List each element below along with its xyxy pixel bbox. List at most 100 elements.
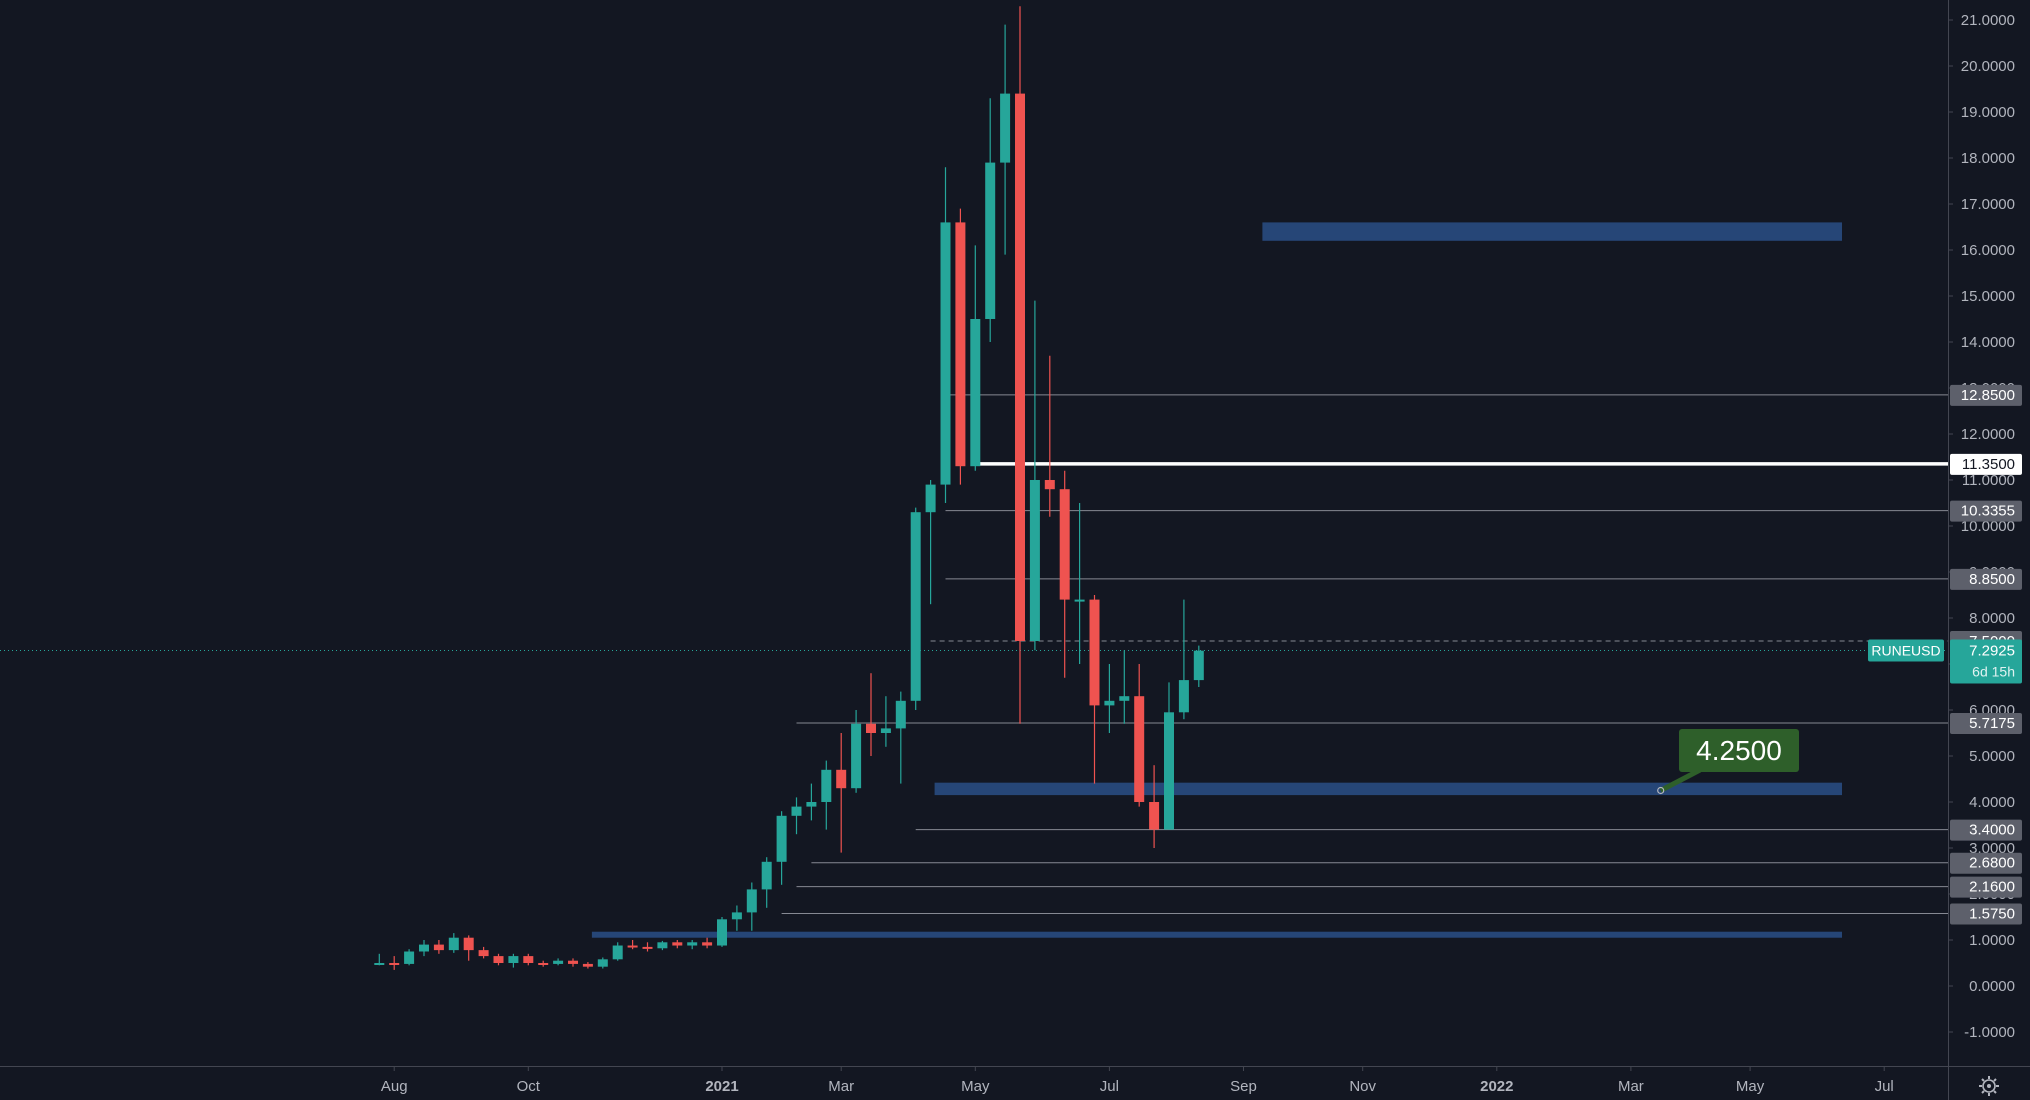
settings-layer[interactable] [1979, 1076, 1999, 1096]
candle[interactable] [538, 960, 549, 967]
candle[interactable] [1074, 503, 1085, 664]
candle[interactable] [880, 696, 891, 747]
zone-box[interactable] [1262, 222, 1842, 241]
candle-body [776, 815, 787, 862]
y-tick-label: 21.0000 [1961, 12, 2015, 29]
candle[interactable] [821, 760, 832, 830]
level-price-label: 12.8500 [1950, 384, 2022, 406]
candle[interactable] [627, 940, 638, 950]
level-price-label: 5.7175 [1950, 712, 2022, 734]
candle[interactable] [523, 953, 534, 966]
candle-body [1044, 480, 1055, 490]
candle[interactable] [970, 245, 981, 471]
candle-body [731, 912, 742, 920]
candle[interactable] [419, 940, 429, 957]
gear-icon[interactable] [1979, 1076, 1999, 1096]
current-price-value: 7.2925 [1969, 643, 2015, 660]
candle[interactable] [731, 905, 742, 931]
candle-body [642, 946, 653, 949]
levels-layer [0, 394, 1948, 915]
candle[interactable] [493, 953, 504, 966]
candle[interactable] [553, 958, 564, 966]
candle-body [1164, 712, 1174, 830]
candle-body [1089, 599, 1100, 706]
level-price-label: 2.1600 [1950, 876, 2022, 898]
candle[interactable] [1193, 645, 1204, 687]
candle-body [568, 960, 578, 964]
candle[interactable] [1119, 650, 1130, 724]
candle[interactable] [702, 937, 713, 949]
candle[interactable] [478, 946, 489, 959]
candle-body [538, 963, 549, 965]
candle[interactable] [433, 940, 444, 954]
candle[interactable] [1000, 24, 1011, 255]
y-tick-label: 10.0000 [1961, 518, 2015, 535]
level-label-bg [1950, 384, 2022, 406]
candle-body [761, 861, 772, 890]
candle[interactable] [910, 507, 921, 710]
candle[interactable] [1089, 595, 1100, 784]
candle[interactable] [597, 957, 608, 969]
candle[interactable] [389, 956, 400, 970]
level-label-bg [1950, 568, 2022, 590]
candle[interactable] [463, 935, 474, 961]
candle[interactable] [955, 208, 966, 485]
candle[interactable] [642, 942, 653, 952]
candles-layer[interactable] [374, 6, 1204, 970]
candle[interactable] [612, 942, 623, 961]
level-label-text: 3.4000 [1969, 822, 2015, 839]
level-price-label: 2.6800 [1950, 852, 2022, 874]
candle[interactable] [1149, 765, 1160, 848]
candle[interactable] [940, 167, 951, 503]
candle[interactable] [1134, 664, 1145, 807]
candle-body [672, 942, 683, 946]
candle[interactable] [1178, 599, 1189, 720]
candle[interactable] [761, 857, 772, 908]
x-tick-label: Nov [1349, 1078, 1376, 1095]
candle-body [1119, 696, 1130, 701]
candle-body [463, 937, 474, 951]
candle[interactable] [404, 949, 415, 966]
zone-box[interactable] [591, 931, 1842, 938]
candle[interactable] [657, 940, 668, 951]
candle[interactable] [1164, 682, 1174, 830]
candle[interactable] [508, 953, 519, 968]
x-tick-label: Mar [828, 1078, 854, 1095]
x-tick-label: May [1736, 1078, 1765, 1095]
candle[interactable] [985, 98, 996, 342]
candle[interactable] [851, 710, 862, 793]
candle-body [389, 963, 400, 965]
candle[interactable] [746, 882, 757, 931]
current-price-tag[interactable]: RUNEUSD 7.2925 6d 15h [1868, 639, 2022, 684]
candle[interactable] [895, 691, 906, 784]
candle[interactable] [836, 733, 847, 853]
candle-body [597, 959, 608, 967]
candle-body [478, 950, 489, 957]
candle[interactable] [776, 811, 787, 885]
candle[interactable] [1015, 6, 1025, 724]
zone-box[interactable] [934, 782, 1842, 796]
candle-body [657, 942, 668, 949]
candle[interactable] [806, 783, 817, 821]
candle[interactable] [672, 940, 683, 949]
candle[interactable] [791, 797, 802, 835]
candle[interactable] [582, 962, 593, 969]
candle-body [419, 944, 429, 952]
candle[interactable] [866, 673, 876, 756]
y-tick-label: 0.0000 [1969, 978, 2015, 995]
x-tick-label: Aug [381, 1078, 408, 1095]
candle[interactable] [448, 933, 459, 953]
candle[interactable] [925, 480, 936, 605]
candle[interactable] [1044, 355, 1055, 517]
candle[interactable] [717, 917, 727, 947]
candle[interactable] [687, 940, 698, 950]
candle[interactable] [374, 953, 385, 966]
annotation-layer[interactable]: 4.2500 [1657, 729, 1799, 795]
candle[interactable] [1104, 664, 1115, 733]
candle[interactable] [1059, 470, 1070, 678]
price-annotation[interactable]: 4.2500 [1657, 729, 1799, 795]
candle[interactable] [568, 958, 578, 967]
candle[interactable] [1029, 300, 1040, 651]
candle-body [508, 956, 519, 963]
